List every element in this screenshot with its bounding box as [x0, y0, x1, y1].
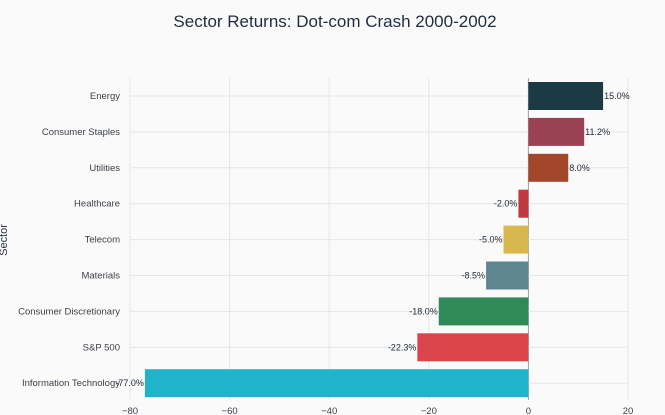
data-labels: 15.0% 11.2% 8.0% -2.0% -5.0% -8.5% -18.0% -22.3…: [115, 91, 629, 388]
chart-title: Sector Returns: Dot-com Crash 2000-2002: [173, 12, 496, 31]
category-label: Materials: [81, 271, 120, 282]
bar: [144, 369, 529, 398]
category-label: Telecom: [85, 235, 120, 246]
x-tick-label: −20: [421, 406, 437, 415]
bar-data-label: 8.0%: [569, 163, 590, 173]
bar: [518, 189, 529, 218]
y-axis-title: Sector: [0, 224, 10, 256]
bar-data-label: -2.0%: [494, 199, 518, 209]
category-label: S&P 500: [83, 342, 120, 353]
x-tick-label: 20: [623, 406, 634, 415]
bar-data-label: -18.0%: [409, 306, 438, 316]
x-tick-label: −80: [122, 406, 138, 415]
x-tick-label: −40: [321, 406, 337, 415]
category-label: Consumer Staples: [42, 127, 120, 138]
bar: [417, 333, 529, 362]
bar-data-label: -77.0%: [115, 378, 144, 388]
x-tick-labels: −80 −60 −40 −20 0 20: [122, 406, 633, 415]
category-label: Energy: [90, 91, 120, 102]
bar-data-label: -8.5%: [462, 271, 486, 281]
bar-data-label: 11.2%: [585, 127, 610, 137]
bar-data-label: 15.0%: [604, 91, 630, 101]
bars: [144, 82, 604, 398]
x-tick-label: 0: [526, 406, 531, 415]
bar: [486, 261, 529, 290]
bar: [528, 82, 604, 110]
category-labels: Energy Consumer Staples Utilities Healthcar…: [18, 91, 120, 389]
category-label: Healthcare: [74, 199, 120, 210]
category-label: Consumer Discretionary: [18, 306, 120, 317]
category-label: Information Technology: [22, 378, 120, 389]
bar-data-label: -22.3%: [388, 342, 417, 352]
x-tick-label: −60: [222, 406, 238, 415]
bar: [438, 297, 529, 326]
bar: [528, 153, 569, 182]
category-label: Utilities: [89, 163, 120, 174]
bar-data-label: -5.0%: [479, 235, 503, 245]
bar: [528, 117, 585, 146]
bar: [503, 225, 529, 254]
